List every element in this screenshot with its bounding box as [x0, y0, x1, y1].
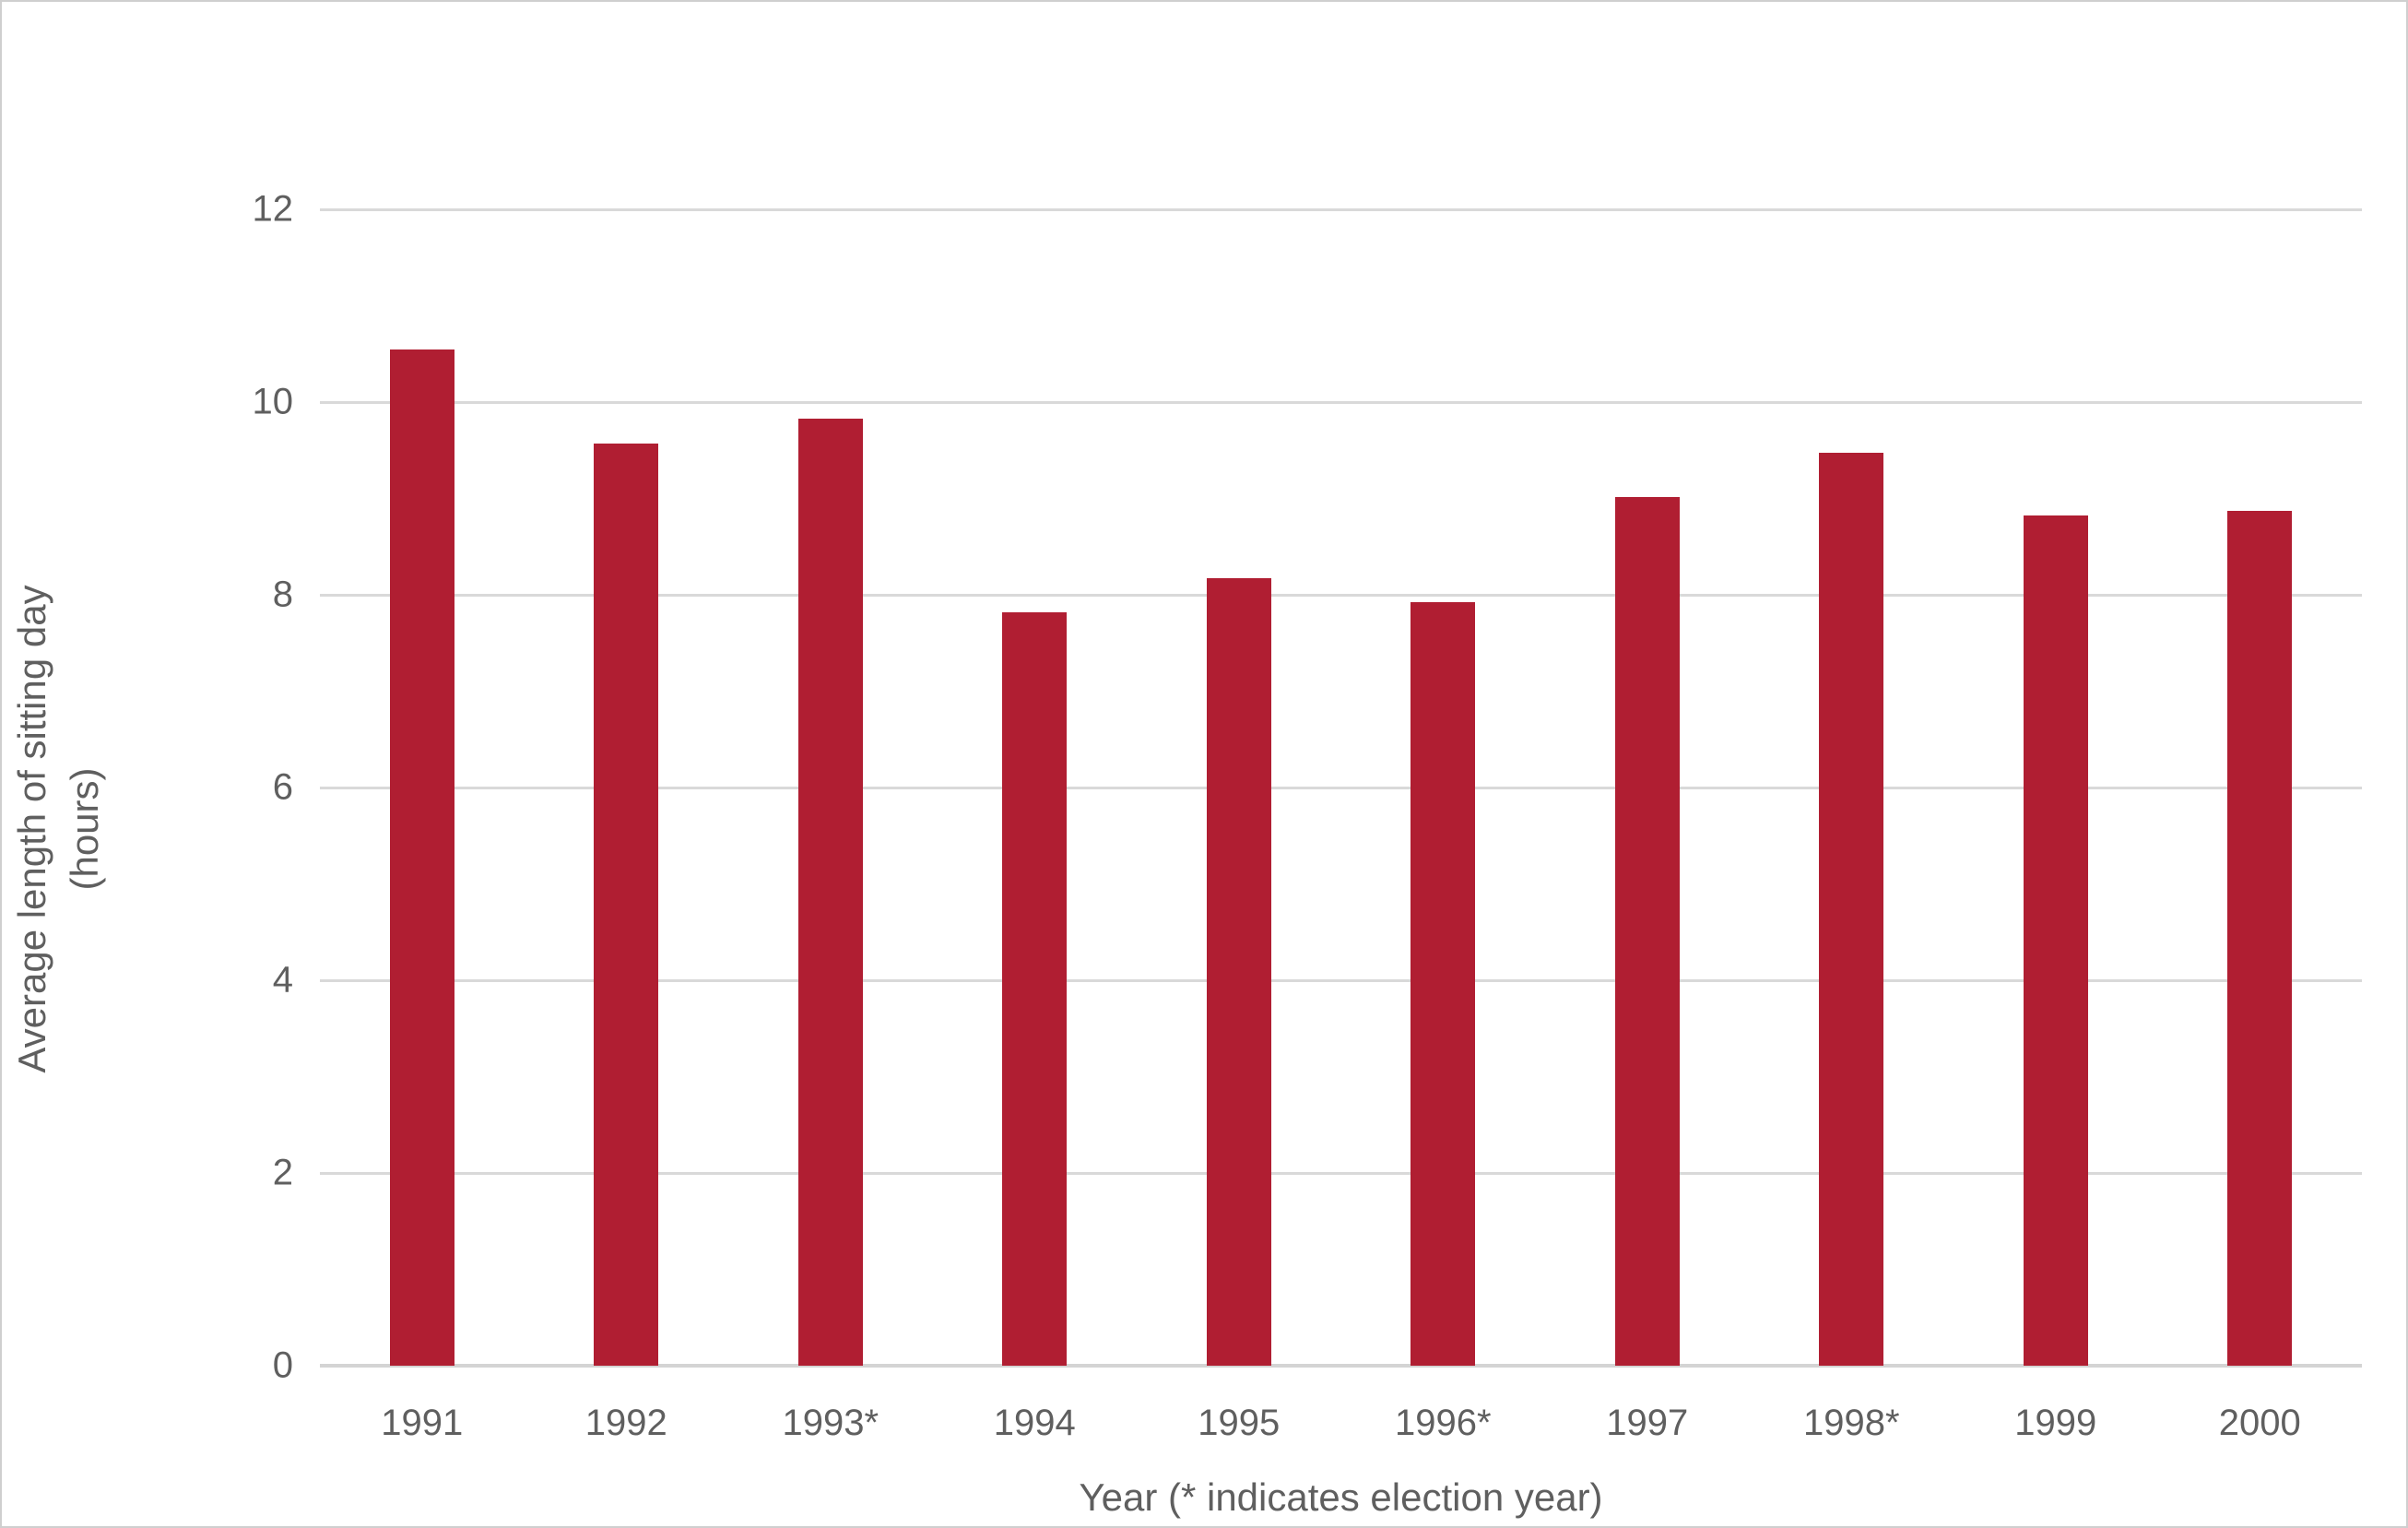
plot-area	[320, 207, 2362, 1368]
y-axis-title: Average length of sitting day (hours)	[6, 460, 126, 1198]
y-axis-title-line1: Average length of sitting day	[10, 585, 53, 1073]
x-axis-tick-label: 1996*	[1394, 1403, 1492, 1443]
bar	[1206, 578, 1271, 1366]
x-axis-tick-label: 1991	[381, 1403, 464, 1443]
bar	[2023, 515, 2088, 1366]
y-axis-title-line2: (hours)	[62, 767, 106, 891]
bar	[389, 349, 454, 1366]
x-axis-tick-label: 1995	[1198, 1403, 1281, 1443]
gridline	[320, 1363, 2362, 1368]
x-axis-tick-label: 1999	[2014, 1403, 2097, 1443]
y-axis-tick-label: 8	[272, 574, 293, 615]
x-axis-tick-label: 1994	[993, 1403, 1076, 1443]
gridline	[320, 786, 2362, 789]
x-axis-tick-label: 1997	[1606, 1403, 1689, 1443]
bar	[1614, 497, 1680, 1366]
gridline	[320, 207, 2362, 211]
x-axis-title: Year (* indicates election year)	[1079, 1475, 1603, 1519]
bar	[2227, 511, 2293, 1366]
x-axis-tick-label: 1998*	[1802, 1403, 1900, 1443]
bar	[594, 443, 659, 1366]
y-axis-tick-label: 4	[272, 959, 293, 1001]
y-axis-tick-label: 12	[252, 188, 294, 230]
y-axis-tick-label: 0	[272, 1344, 293, 1386]
x-axis-tick-label: 1993*	[782, 1403, 879, 1443]
gridline	[320, 593, 2362, 597]
bar	[1819, 453, 1884, 1366]
bar	[797, 418, 863, 1366]
y-axis-tick-label: 2	[272, 1152, 293, 1193]
y-axis-tick-label: 6	[272, 766, 293, 808]
x-axis-tick-label: 2000	[2218, 1403, 2301, 1443]
bar	[1411, 602, 1476, 1366]
y-axis-tick-label: 10	[252, 381, 294, 422]
x-axis-tick-label: 1992	[584, 1403, 667, 1443]
bar	[1002, 611, 1068, 1366]
gridline	[320, 1171, 2362, 1175]
gridline	[320, 400, 2362, 404]
gridline	[320, 978, 2362, 982]
